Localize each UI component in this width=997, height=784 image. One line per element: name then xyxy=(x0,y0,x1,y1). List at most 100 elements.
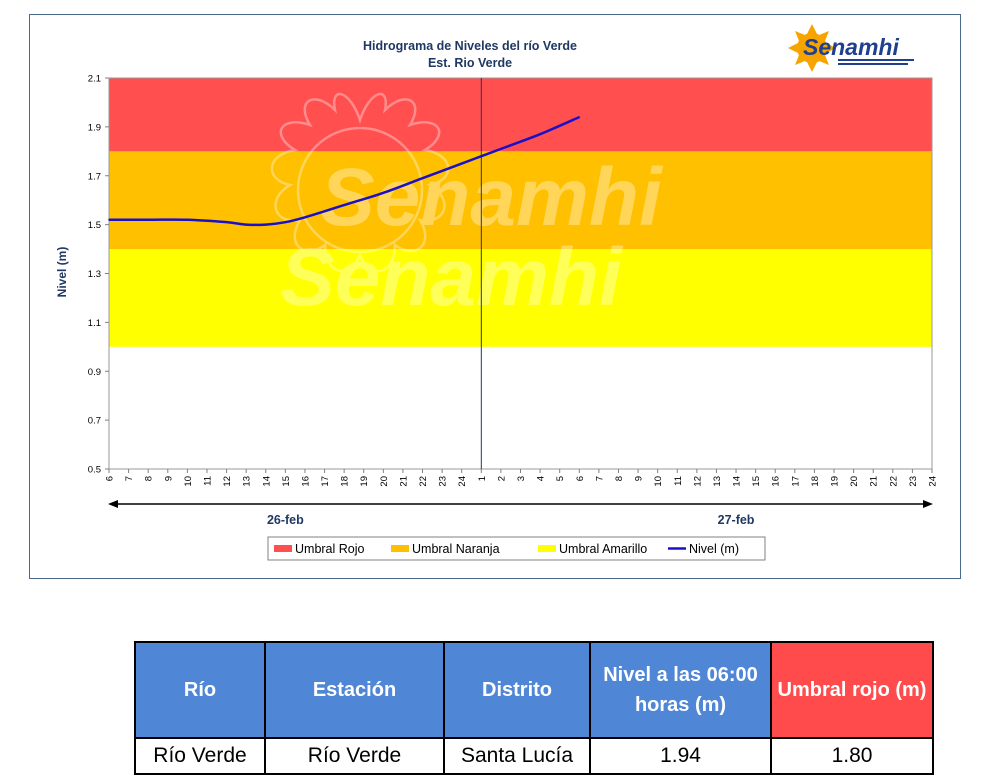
x-tick-label: 4 xyxy=(536,476,547,481)
legend-swatch xyxy=(391,545,409,552)
x-tick-label: 22 xyxy=(418,476,429,487)
y-tick-label: 2.1 xyxy=(88,74,101,85)
watermark-text: Senamhi xyxy=(280,232,624,323)
x-tick-label: 10 xyxy=(653,476,664,487)
x-tick-label: 13 xyxy=(242,476,253,487)
header-estacion: Estación xyxy=(264,641,445,739)
legend-label: Umbral Amarillo xyxy=(559,542,647,556)
x-tick-label: 9 xyxy=(634,476,645,481)
series-point xyxy=(304,216,306,219)
cell-nivel: 1.94 xyxy=(589,737,772,775)
x-tick-label: 10 xyxy=(183,476,194,487)
legend-label: Umbral Rojo xyxy=(295,542,365,556)
x-tick-label: 11 xyxy=(202,476,213,486)
y-tick-label: 0.5 xyxy=(88,465,101,476)
x-tick-label: 8 xyxy=(144,476,155,481)
x-tick-label: 21 xyxy=(398,476,409,487)
y-tick-label: 1.7 xyxy=(88,171,101,182)
x-tick-label: 20 xyxy=(379,476,390,487)
series-point xyxy=(147,218,149,221)
series-point xyxy=(382,192,385,194)
x-tick-label: 7 xyxy=(594,476,605,481)
y-tick-label: 1.9 xyxy=(88,122,101,133)
series-point xyxy=(245,223,247,226)
hydrograph-chart: Senamhi Senamhi 0.5 0.7 0.9 1.1 1.3 1.5 1.7 1.9… xyxy=(55,24,939,561)
legend-swatch xyxy=(274,545,292,552)
chart-subtitle: Est. Rio Verde xyxy=(428,56,512,70)
series-point xyxy=(421,177,424,179)
x-tick-label: 19 xyxy=(830,476,841,487)
cell-estacion: Río Verde xyxy=(264,737,445,775)
legend: Umbral Rojo Umbral Naranja Umbral Amarillo… xyxy=(267,536,766,561)
x-tick-label: 6 xyxy=(575,476,586,481)
legend-label: Nivel (m) xyxy=(689,542,739,556)
band-umbral-rojo xyxy=(109,78,932,152)
logo-text: Senamhi xyxy=(803,34,899,60)
watermark-sun-icon xyxy=(270,92,450,273)
series-point xyxy=(480,155,483,157)
x-tick-label: 2 xyxy=(496,476,507,481)
cell-umbral-rojo: 1.80 xyxy=(770,737,934,775)
x-tick-label: 24 xyxy=(457,476,468,487)
date-label: 26-feb xyxy=(267,513,304,527)
x-tick-label: 14 xyxy=(732,476,743,487)
x-tick-label: 5 xyxy=(555,476,566,481)
arrow-right-icon xyxy=(923,500,933,508)
series-point xyxy=(108,218,110,221)
series-point xyxy=(284,221,287,223)
series-point xyxy=(186,218,189,221)
x-tick-label: 8 xyxy=(614,476,625,481)
watermark-text: Senamhi xyxy=(320,152,664,243)
header-rio: Río xyxy=(134,641,266,739)
series-point xyxy=(264,223,267,226)
series-layer xyxy=(108,115,581,227)
x-tick-label: 19 xyxy=(359,476,370,487)
x-tick-label: 14 xyxy=(261,476,272,487)
senamhi-logo: Senamhi xyxy=(788,24,914,72)
threshold-bands xyxy=(109,78,932,469)
series-line-nivel xyxy=(108,115,580,227)
x-tick-label: 20 xyxy=(849,476,860,487)
cell-rio: Río Verde xyxy=(134,737,266,775)
y-tick-label: 1.3 xyxy=(88,269,101,280)
legend-box xyxy=(267,536,766,561)
logo-sun-icon xyxy=(788,24,836,72)
date-label: 27-feb xyxy=(718,513,755,527)
x-tick-label: 16 xyxy=(300,476,311,487)
x-tick-label: 6 xyxy=(105,476,116,481)
series-point xyxy=(500,148,502,150)
chart-title: Hidrograma de Niveles del río Verde xyxy=(363,39,577,53)
series-point xyxy=(225,221,228,223)
header-umbral-rojo: Umbral rojo (m) xyxy=(770,641,934,739)
x-tick-label: 18 xyxy=(340,476,351,487)
x-tick-label: 9 xyxy=(163,476,174,481)
x-tick-label: 17 xyxy=(320,476,331,487)
header-nivel: Nivel a las 06:00 horas (m) xyxy=(589,641,772,739)
series-point xyxy=(578,116,581,118)
y-tick-label: 1.5 xyxy=(88,220,101,231)
table-row: Río Verde Río Verde Santa Lucía 1.94 1.8… xyxy=(134,737,934,775)
y-axis-label: Nivel (m) xyxy=(55,247,69,298)
arrow-left-icon xyxy=(108,500,118,508)
x-tick-label: 23 xyxy=(908,476,919,487)
x-tick-label: 24 xyxy=(928,476,939,487)
x-tick-label: 12 xyxy=(222,476,233,487)
x-tick-label: 12 xyxy=(692,476,703,487)
y-tick-label: 0.9 xyxy=(88,367,101,378)
band-umbral-naranja xyxy=(109,151,932,250)
series-point xyxy=(343,204,345,206)
x-tick-label: 17 xyxy=(790,476,801,487)
x-tick-label: 18 xyxy=(810,476,821,487)
x-tick-label: 23 xyxy=(438,476,449,487)
axes: 0.50.70.91.11.31.51.71.92.16 7 8 9 10 11 12 13 1… xyxy=(88,74,939,528)
x-tick-label: 3 xyxy=(516,476,527,481)
x-tick-label: 1 xyxy=(477,476,488,481)
x-tick-label: 13 xyxy=(712,476,723,487)
legend-swatch xyxy=(538,545,556,552)
x-tick-label: 7 xyxy=(124,476,135,481)
x-tick-label: 21 xyxy=(869,476,880,487)
legend-label: Umbral Naranja xyxy=(412,542,500,556)
header-distrito: Distrito xyxy=(443,641,591,739)
x-tick-label: 22 xyxy=(888,476,899,487)
table-header-row: Río Estación Distrito Nivel a las 06:00 … xyxy=(134,641,934,739)
